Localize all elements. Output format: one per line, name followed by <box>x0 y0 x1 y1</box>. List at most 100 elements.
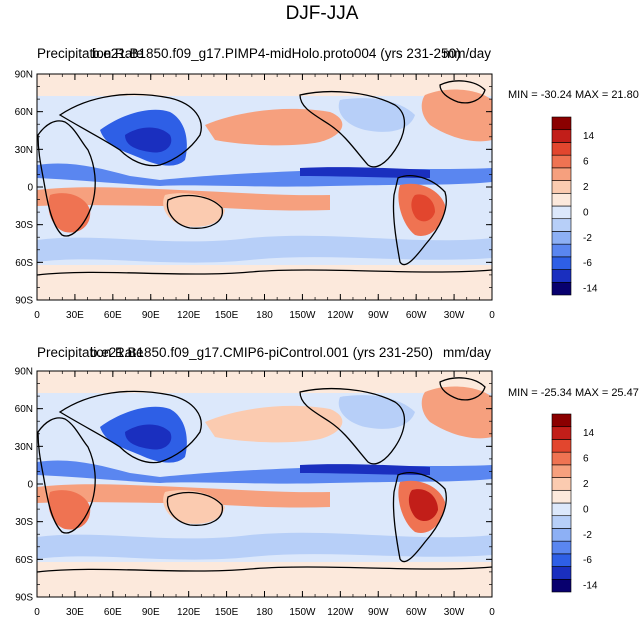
x-tick-label: 30E <box>66 607 84 618</box>
panel-1-itcz-core <box>300 167 430 178</box>
colorbar-swatch <box>551 502 572 517</box>
x-tick-label: 120E <box>177 607 201 618</box>
panel-2-south-africa-positive <box>48 490 91 530</box>
panel-2-south-america-coast <box>392 472 447 563</box>
panel-1-amazon-core <box>411 194 435 222</box>
colorbar-swatch <box>551 180 572 194</box>
panel-2-center-title: b.e21.B1850.f09_g17.CMIP6-piControl.001 … <box>90 345 433 360</box>
x-tick-label: 60W <box>406 310 427 321</box>
x-tick-label: 30W <box>444 310 465 321</box>
panel-2-colorbar: 14 6 2 0 -2 -6 -14 <box>551 413 598 593</box>
panel-1-left-title: Precipitation Rate <box>37 46 144 61</box>
panel-2-itcz-core <box>300 464 430 475</box>
colorbar-swatch <box>551 578 572 593</box>
panel-1-axes: 0 30E 60E 90E 120E 150E 180 150W 120W 90W 60W 30W 09… <box>15 70 496 322</box>
y-tick-label: 90S <box>15 593 33 604</box>
colorbar-label: 2 <box>583 479 589 490</box>
y-tick-label: 90N <box>15 70 33 81</box>
panel-1-southern-ocean-band <box>37 235 492 263</box>
panel-1-africa-coast <box>37 120 96 237</box>
y-tick-label: 30N <box>15 442 33 453</box>
colorbar-swatch <box>551 269 572 283</box>
panel-1-greenland-coast <box>439 80 486 104</box>
panel-1-antarctica-coast <box>37 269 492 276</box>
x-tick-label: 150W <box>289 607 316 618</box>
x-tick-label: 0 <box>489 310 495 321</box>
colorbar-swatch <box>551 129 572 143</box>
x-tick-label: 30W <box>444 607 465 618</box>
x-tick-label: 120W <box>327 607 354 618</box>
panel-2-north-pacific-positive <box>205 405 343 443</box>
colorbar-swatch <box>551 167 572 181</box>
y-tick-label: 60N <box>15 404 33 415</box>
panel-1-coastlines <box>37 80 492 276</box>
x-tick-label: 90E <box>142 607 160 618</box>
colorbar-label: -14 <box>583 581 598 592</box>
colorbar-swatch <box>551 205 572 220</box>
x-tick-label: 180 <box>256 310 273 321</box>
colorbar-label: 0 <box>583 504 589 515</box>
panel-2-min-max: MIN = -25.34 MAX = 25.47 <box>508 387 639 399</box>
panel-2-monsoon-core <box>125 424 172 450</box>
colorbar-swatch <box>551 489 572 504</box>
x-tick-label: 90W <box>368 310 389 321</box>
colorbar-label: -6 <box>583 555 592 566</box>
colorbar-label: -6 <box>583 258 592 269</box>
panel-1-north-america-negative <box>338 98 415 132</box>
colorbar-swatch <box>551 426 572 440</box>
x-tick-label: 0 <box>489 607 495 618</box>
panel-1-eurasia-coast <box>58 93 202 167</box>
panel-2-eurasia-coast <box>58 390 202 464</box>
panel-1-units: mm/day <box>443 46 492 61</box>
colorbar-swatch <box>551 451 572 466</box>
map-panel-2: 0 30E 60E 90E 120E 150E 180 150W 120W 90W 60W 30W 09… <box>15 367 496 619</box>
colorbar-swatch <box>551 439 572 453</box>
panel-2-southern-ocean-band <box>37 532 492 560</box>
panel-2-australia-positive <box>163 490 225 524</box>
panel-2-amazon-core <box>408 489 438 522</box>
colorbar-label: 14 <box>583 131 595 142</box>
colorbar-swatch <box>551 256 572 270</box>
x-tick-label: 150E <box>215 607 239 618</box>
colorbar-label: 0 <box>583 207 589 218</box>
panel-2-north-atlantic-positive <box>421 386 492 439</box>
x-tick-label: 90W <box>368 607 389 618</box>
colorbar-swatch <box>551 515 572 529</box>
colorbar-label: -2 <box>583 233 592 244</box>
y-tick-label: 60S <box>15 258 33 269</box>
panel-2-greenland-coast <box>439 377 486 401</box>
colorbar-swatch <box>551 243 572 258</box>
y-tick-label: 0 <box>27 480 33 491</box>
colorbar-label: 2 <box>583 182 589 193</box>
colorbar-label: 6 <box>583 157 589 168</box>
colorbar-swatch <box>551 528 572 542</box>
colorbar-label: 6 <box>583 454 589 465</box>
colorbar-swatch <box>551 154 572 169</box>
colorbar-swatch <box>551 116 572 131</box>
panel-2-australia-coast <box>166 491 223 526</box>
y-tick-label: 90N <box>15 367 33 378</box>
colorbar-swatch <box>551 477 572 491</box>
panel-1-australia-coast <box>166 194 223 229</box>
x-tick-label: 30E <box>66 310 84 321</box>
x-tick-label: 60E <box>104 310 122 321</box>
panel-2-antarctica-coast <box>37 566 492 573</box>
panel-1-australia-positive <box>163 193 225 227</box>
y-tick-label: 90S <box>15 296 33 307</box>
panel-1-north-pacific-positive <box>205 108 343 146</box>
y-tick-label: 30S <box>15 517 33 528</box>
y-tick-label: 60N <box>15 107 33 118</box>
x-tick-label: 0 <box>34 607 40 618</box>
colorbar-swatch <box>551 218 572 232</box>
x-tick-label: 150W <box>289 310 316 321</box>
x-tick-label: 180 <box>256 607 273 618</box>
x-tick-label: 90E <box>142 310 160 321</box>
panel-2-axes: 0 30E 60E 90E 120E 150E 180 150W 120W 90W 60W 30W 09… <box>15 367 496 619</box>
colorbar-swatch <box>551 231 572 245</box>
colorbar-swatch <box>551 464 572 478</box>
colorbar-label: 14 <box>583 428 595 439</box>
x-tick-label: 0 <box>34 310 40 321</box>
x-tick-label: 120E <box>177 310 201 321</box>
panel-1-min-max: MIN = -30.24 MAX = 21.80 <box>508 89 639 101</box>
